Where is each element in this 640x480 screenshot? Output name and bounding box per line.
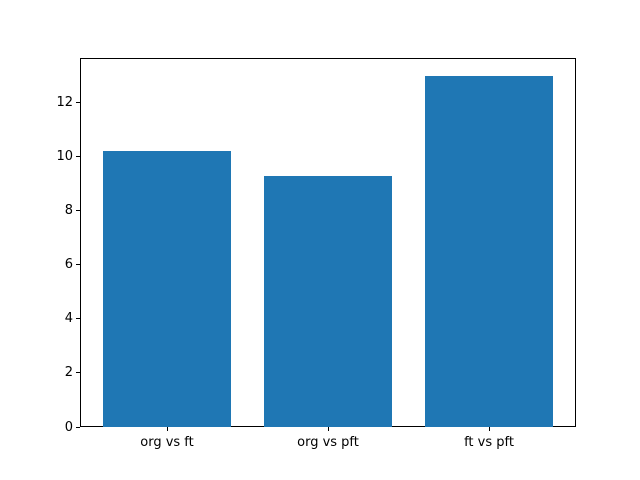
y-tick-mark-3 bbox=[76, 264, 80, 266]
bar-2 bbox=[424, 75, 554, 427]
y-tick-mark-5 bbox=[76, 156, 80, 158]
y-tick-mark-2 bbox=[76, 318, 80, 320]
y-tick-label-5: 10 bbox=[56, 149, 73, 165]
y-tick-mark-0 bbox=[76, 426, 80, 428]
y-tick-label-0: 0 bbox=[64, 419, 73, 435]
x-tick-label-0: org vs ft bbox=[140, 435, 194, 450]
bar-0 bbox=[102, 151, 232, 427]
x-tick-mark-2 bbox=[488, 427, 490, 431]
x-tick-label-1: org vs pft bbox=[297, 435, 359, 450]
x-tick-mark-0 bbox=[166, 427, 168, 431]
y-tick-label-6: 12 bbox=[56, 95, 73, 111]
y-tick-label-1: 2 bbox=[64, 365, 73, 381]
x-tick-mark-1 bbox=[327, 427, 329, 431]
y-tick-mark-4 bbox=[76, 210, 80, 212]
y-tick-mark-1 bbox=[76, 372, 80, 374]
y-tick-label-3: 6 bbox=[64, 257, 73, 273]
y-tick-label-2: 4 bbox=[64, 311, 73, 327]
bar-1 bbox=[263, 175, 393, 427]
x-tick-label-2: ft vs pft bbox=[464, 435, 514, 450]
y-tick-mark-6 bbox=[76, 102, 80, 104]
y-tick-label-4: 8 bbox=[64, 203, 73, 219]
